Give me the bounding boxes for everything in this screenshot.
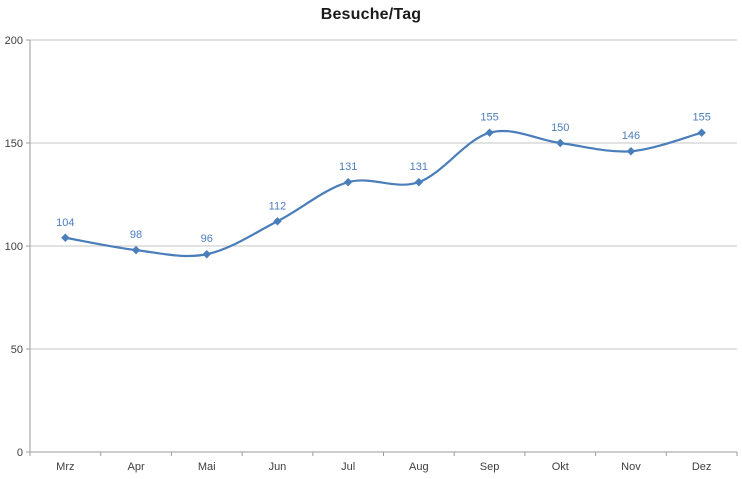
- series-line[interactable]: [64, 129, 703, 258]
- data-point-marker[interactable]: [343, 177, 353, 187]
- x-axis-label: Mai: [198, 461, 216, 473]
- data-point-marker[interactable]: [556, 138, 565, 148]
- data-label: 131: [339, 161, 357, 173]
- y-axis-label: 50: [11, 344, 23, 356]
- x-axis-label: Jun: [269, 461, 287, 473]
- x-axis-label: Aug: [409, 461, 429, 473]
- y-axis-label: 100: [5, 241, 23, 253]
- data-point-marker[interactable]: [273, 217, 282, 226]
- x-axis-label: Dez: [692, 461, 712, 473]
- data-point-marker[interactable]: [414, 177, 424, 187]
- x-axis-label: Apr: [127, 461, 144, 473]
- data-point-marker[interactable]: [131, 245, 141, 255]
- x-axis-label: Nov: [621, 461, 641, 473]
- data-point-marker[interactable]: [202, 250, 211, 259]
- y-axis-label: 150: [5, 138, 23, 150]
- data-label: 104: [56, 217, 74, 229]
- x-axis-label: Okt: [552, 461, 569, 473]
- x-axis-label: Sep: [480, 461, 500, 473]
- data-point-marker[interactable]: [626, 147, 636, 156]
- x-axis-label: Mrz: [56, 461, 74, 473]
- data-point-marker[interactable]: [61, 233, 70, 242]
- x-axis-label: Jul: [341, 461, 355, 473]
- data-point-marker[interactable]: [697, 128, 706, 137]
- data-point-marker[interactable]: [485, 128, 494, 137]
- data-label: 112: [269, 200, 287, 212]
- data-label: 146: [622, 130, 640, 142]
- y-axis-label: 0: [17, 447, 23, 459]
- data-label: 96: [201, 233, 213, 245]
- y-axis-label: 200: [5, 35, 23, 47]
- chart-title[interactable]: Besuche/Tag: [320, 6, 422, 23]
- data-label: 131: [410, 161, 428, 173]
- data-label: 150: [551, 122, 569, 134]
- data-label: 98: [130, 229, 142, 241]
- data-label: 155: [692, 112, 710, 124]
- data-label: 155: [480, 112, 498, 124]
